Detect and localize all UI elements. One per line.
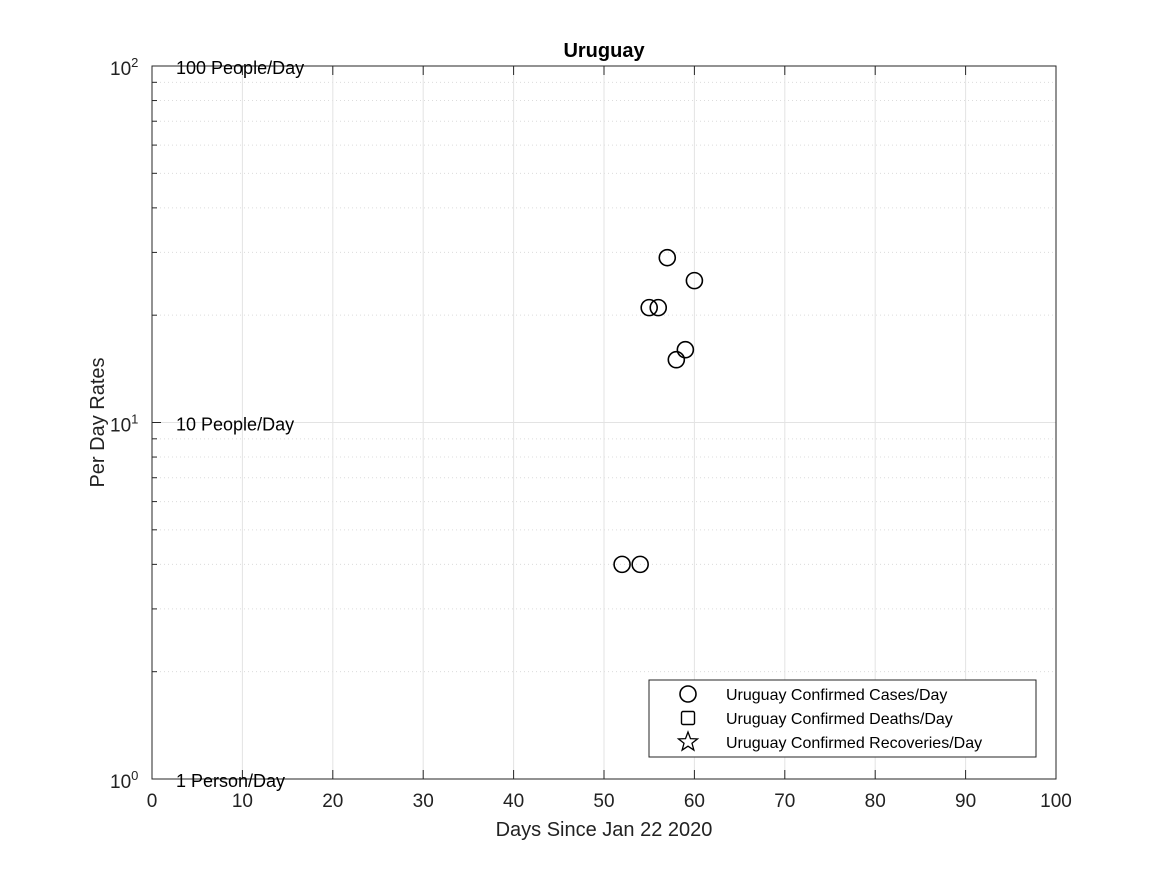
chart-title: Uruguay <box>563 40 645 62</box>
y-tick-label: 101 <box>110 412 138 437</box>
annotation-label: 100 People/Day <box>176 58 304 78</box>
y-axis-label: Per Day Rates <box>87 357 109 487</box>
data-point <box>613 555 631 574</box>
legend-marker <box>679 685 697 703</box>
legend-label: Uruguay Confirmed Deaths/Day <box>726 711 953 728</box>
x-tick-label: 80 <box>865 791 886 812</box>
x-tick-label: 90 <box>955 791 976 812</box>
legend-box <box>648 679 1037 758</box>
x-tick-label: 50 <box>593 791 614 812</box>
legend-label: Uruguay Confirmed Cases/Day <box>726 687 947 704</box>
x-tick-label: 100 <box>1040 791 1072 812</box>
x-tick-label: 60 <box>684 791 705 812</box>
x-tick-label: 70 <box>774 791 795 812</box>
data-points <box>613 248 704 574</box>
data-point <box>667 350 686 369</box>
axis-ticks <box>151 65 1057 780</box>
x-tick-label: 0 <box>147 791 158 812</box>
x-tick-label: 20 <box>322 791 343 812</box>
data-point <box>631 555 649 574</box>
x-tick-label: 40 <box>503 791 524 812</box>
legend-label: Uruguay Confirmed Recoveries/Day <box>726 735 982 752</box>
y-tick-labels: 100 101 102 <box>110 55 138 793</box>
x-axis-label: Days Since Jan 22 2020 <box>496 819 713 841</box>
x-tick-label: 30 <box>413 791 434 812</box>
annotation-label: 1 Person/Day <box>176 771 285 791</box>
x-tick-labels: 0 10 20 30 40 50 60 70 80 90 100 <box>147 791 1072 812</box>
annotation-label: 10 People/Day <box>176 415 294 435</box>
data-point <box>685 271 704 290</box>
data-point <box>658 248 677 267</box>
legend-marker <box>676 730 700 752</box>
annotations: 100 People/Day 10 People/Day 1 Person/Day <box>176 58 304 791</box>
y-tick-label: 100 <box>110 768 138 793</box>
y-tick-label: 102 <box>110 55 138 80</box>
legend-marker <box>680 710 696 726</box>
data-point <box>676 340 695 359</box>
x-tick-label: 10 <box>232 791 253 812</box>
data-point <box>649 298 668 317</box>
data-point <box>640 298 659 317</box>
legend: Uruguay Confirmed Cases/Day Uruguay Confi… <box>648 679 1037 758</box>
